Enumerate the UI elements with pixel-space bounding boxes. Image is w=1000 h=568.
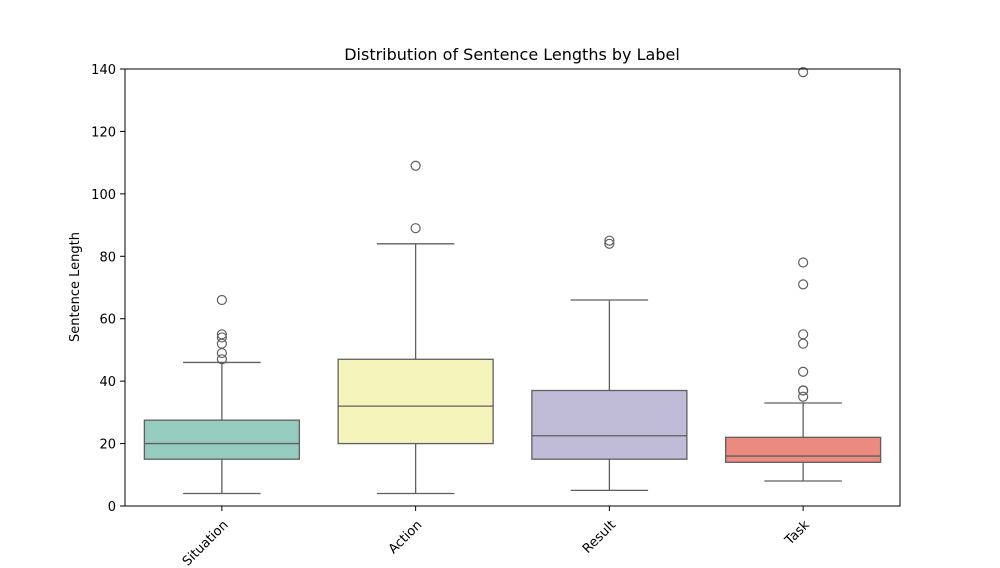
x-tick-label: Result (580, 518, 619, 557)
outlier-point (798, 67, 809, 78)
y-tick-label: 0 (108, 500, 116, 515)
outlier-point (798, 385, 809, 396)
outlier-point (216, 329, 227, 340)
box-group-task (724, 67, 882, 482)
y-tick-label: 60 (99, 313, 116, 328)
outlier-point (604, 238, 615, 249)
outlier-point (798, 257, 809, 268)
outlier-point (410, 160, 421, 171)
x-axis-ticks: Situation Action Result Task (180, 506, 813, 568)
outlier-point (216, 294, 227, 306)
outlier-point (216, 347, 227, 359)
outlier-point (216, 354, 227, 365)
y-tick-label: 20 (99, 438, 116, 453)
outlier-point (798, 391, 809, 402)
x-tick-label: Task (782, 517, 813, 548)
outlier-point (216, 332, 227, 343)
iqr-box (337, 358, 494, 445)
box-group-situation (143, 294, 301, 495)
outlier-point (798, 366, 809, 377)
plot-area: 0 20 40 60 80 100 120 140 Situation Action Result T… (91, 63, 882, 568)
outlier-point (798, 329, 809, 340)
iqr-box (143, 419, 301, 460)
y-tick-label: 140 (91, 63, 116, 78)
x-tick-label: Situation (180, 518, 232, 568)
chart-title: Distribution of Sentence Lengths by Labe… (344, 45, 680, 64)
outlier-point (410, 223, 421, 234)
outlier-point (798, 338, 809, 349)
y-tick-label: 100 (91, 188, 116, 203)
x-tick-label: Action (386, 518, 425, 557)
iqr-box (531, 389, 688, 460)
box-group-action (337, 160, 494, 495)
y-axis-label: Sentence Length (68, 232, 83, 342)
y-tick-label: 80 (99, 250, 116, 265)
plot-frame (124, 68, 901, 507)
y-tick-label: 40 (99, 375, 116, 390)
y-tick-label: 120 (91, 125, 116, 140)
y-axis-ticks: 0 20 40 60 80 100 120 140 (91, 63, 125, 515)
outlier-point (604, 235, 615, 246)
iqr-box (724, 436, 882, 463)
box-group-result (531, 235, 688, 492)
outlier-point (798, 279, 809, 290)
